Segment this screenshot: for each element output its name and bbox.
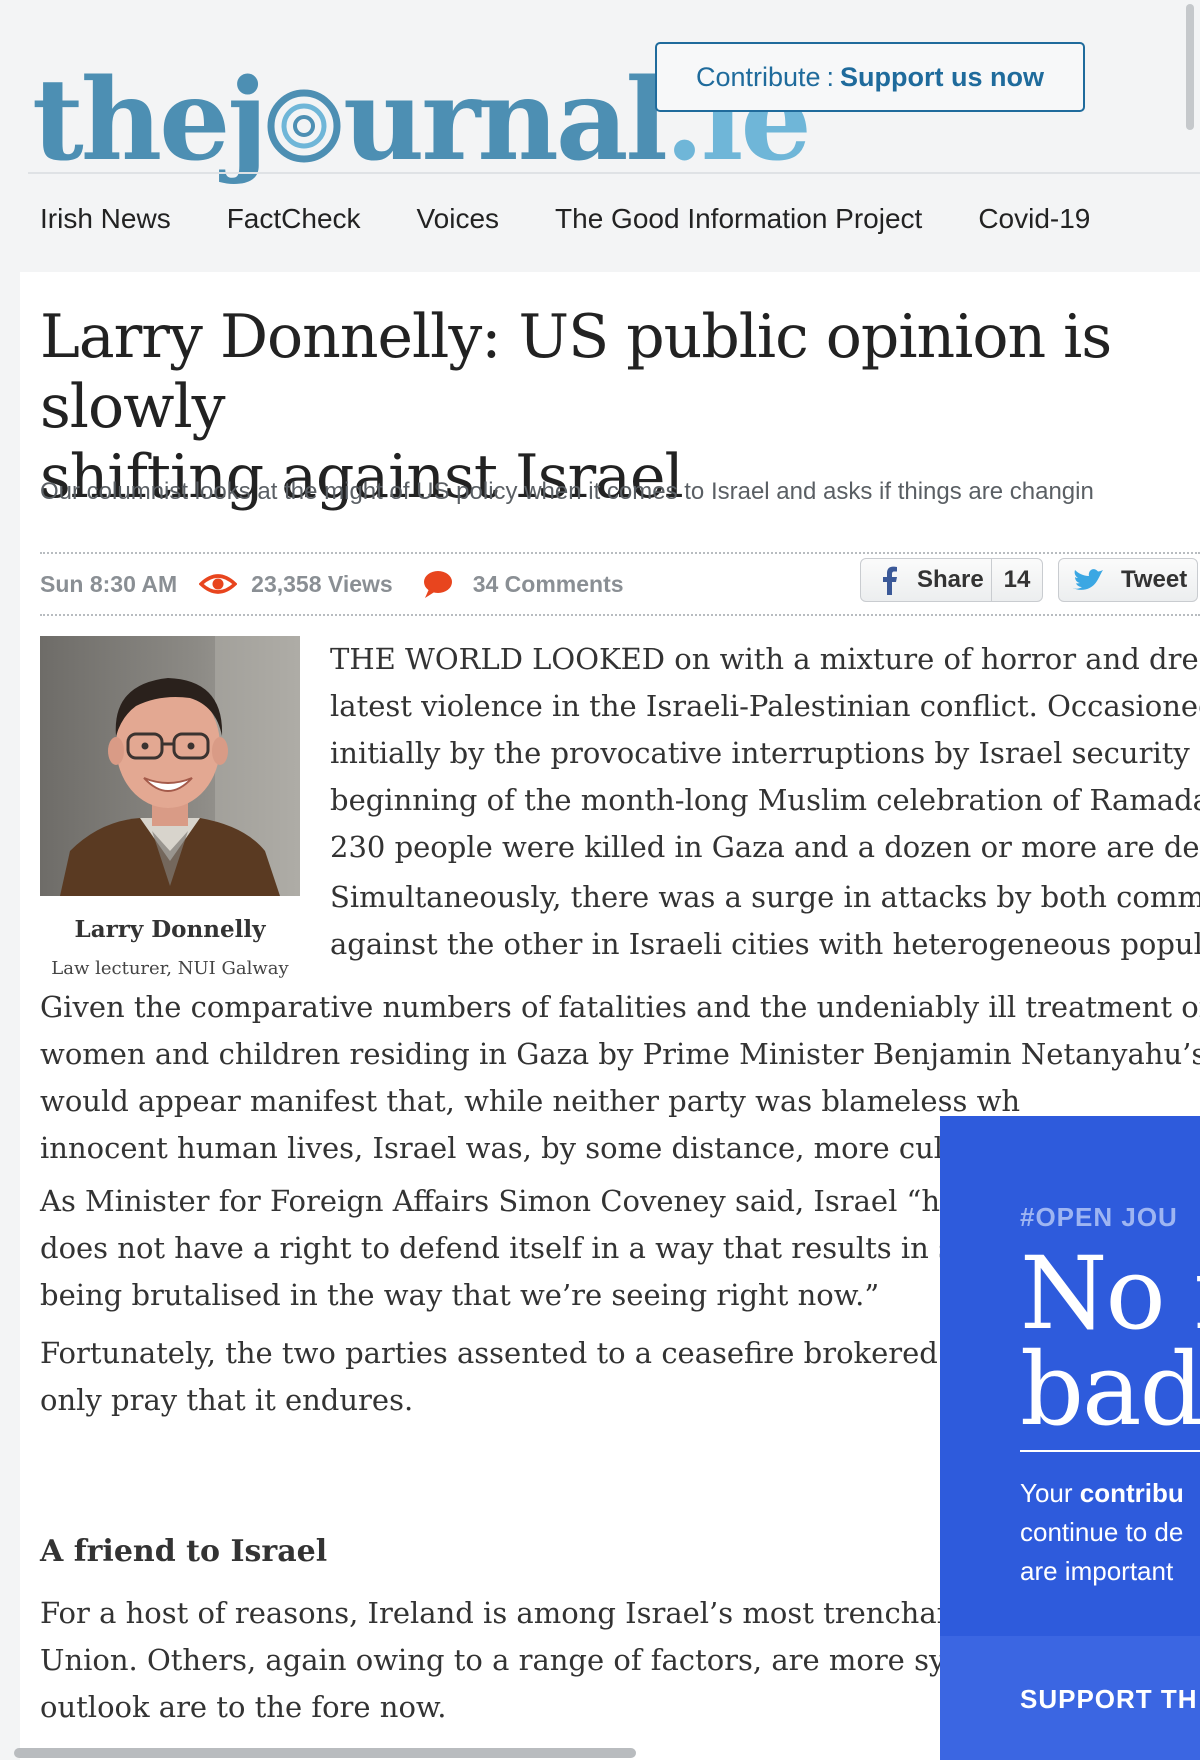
contribute-label: Contribute — [695, 61, 821, 92]
section-heading: A friend to Israel — [40, 1534, 328, 1569]
vertical-scrollbar[interactable] — [1186, 4, 1194, 130]
facebook-icon — [883, 566, 897, 595]
facebook-share-button[interactable]: Share 14 — [860, 558, 1043, 602]
meta-divider-top — [40, 552, 1200, 554]
contribute-separator: : — [826, 61, 835, 92]
share-count: 14 — [991, 559, 1042, 601]
paragraph-1: THE WORLD LOOKED on with a mixture of ho… — [330, 642, 1200, 864]
share-label: Share — [917, 566, 984, 593]
publish-time: Sun 8:30 AM — [40, 570, 178, 597]
promo-support-button[interactable]: SUPPORT TH — [1020, 1684, 1198, 1714]
promo-divider — [1020, 1450, 1200, 1452]
article-subtitle: Our columnist looks at the might of US p… — [40, 478, 1094, 505]
site-logo[interactable]: thej urnal.ie — [32, 55, 812, 186]
paragraph-4: As Minister for Foreign Affairs Simon Co… — [40, 1184, 1025, 1312]
article-meta: Sun 8:30 AM 23,358 Views 34 Comments — [40, 564, 624, 604]
view-count: 23,358 Views — [251, 570, 393, 597]
site-header: thej urnal.ie Contribute : Support us no… — [0, 0, 1200, 272]
twitter-bird-icon — [1071, 569, 1103, 590]
horizontal-scrollbar[interactable] — [14, 1748, 636, 1758]
comment-bubble-icon[interactable] — [421, 569, 453, 599]
author-role: Law lecturer, NUI Galway — [51, 958, 289, 979]
nav-good-information-project[interactable]: The Good Information Project — [555, 203, 923, 234]
author-photo — [40, 636, 300, 896]
comment-count[interactable]: 34 Comments — [472, 570, 624, 597]
promo-cta-band — [940, 1636, 1200, 1760]
paragraph-2: Simultaneously, there was a surge in att… — [330, 880, 1200, 961]
nav-irish-news[interactable]: Irish News — [40, 203, 171, 234]
promo-tag: #OPEN JOU — [1020, 1202, 1178, 1232]
promo-copy: Your contribu continue to de are importa… — [1020, 1478, 1184, 1586]
article-title: Larry Donnelly: US public opinion is slo… — [40, 302, 1112, 512]
main-nav: Irish News FactCheck Voices The Good Inf… — [40, 198, 1146, 240]
tweet-label: Tweet — [1121, 566, 1188, 593]
paragraph-6-lines: For a host of reasons, Ireland is among … — [40, 1596, 1021, 1724]
tweet-button[interactable]: Tweet — [1058, 558, 1198, 602]
logo-ring-icon — [267, 89, 341, 163]
paragraph-3: Given the comparative numbers of fatalit… — [40, 990, 1200, 1165]
header-divider — [28, 172, 1200, 174]
article: Larry Donnelly: US public opinion is slo… — [20, 272, 1200, 1760]
support-promo-panel[interactable]: #OPEN JOU No n bad Your contribu continu… — [940, 1116, 1200, 1760]
meta-divider-bottom — [40, 614, 1200, 616]
eye-icon — [199, 574, 238, 594]
nav-factcheck[interactable]: FactCheck — [226, 203, 361, 234]
paragraph-5: Fortunately, the two parties assented to… — [40, 1336, 1013, 1417]
contribute-button[interactable]: Contribute : Support us now — [655, 42, 1085, 112]
support-us-now-label: Support us now — [840, 61, 1045, 92]
author-name[interactable]: Larry Donnelly — [74, 916, 266, 943]
nav-voices[interactable]: Voices — [416, 203, 500, 234]
author-portrait-image — [40, 636, 300, 896]
nav-covid-19[interactable]: Covid-19 — [978, 203, 1091, 234]
promo-headline: No n bad — [1020, 1235, 1200, 1448]
